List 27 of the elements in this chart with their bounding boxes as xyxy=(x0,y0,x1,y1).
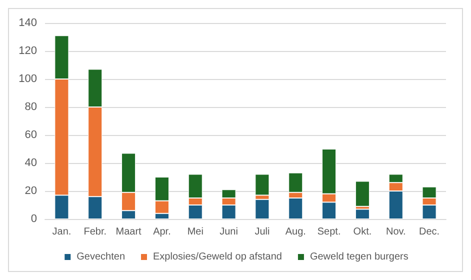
x-tick-label: Nov. xyxy=(386,226,406,238)
y-tick-label: 0 xyxy=(30,213,37,225)
x-tick-label: Apr. xyxy=(153,226,171,238)
y-tick-label: 120 xyxy=(18,45,37,57)
x-tick-label: Aug. xyxy=(285,226,306,238)
x-tick-label: Mei xyxy=(187,226,204,238)
x-tick-label: Juli xyxy=(254,226,270,238)
x-tick-label: Juni xyxy=(220,226,238,238)
bar xyxy=(255,174,270,196)
bar xyxy=(355,209,370,219)
x-tick-label: Febr. xyxy=(84,226,107,238)
bar xyxy=(355,181,370,206)
x-tick-label: Jan. xyxy=(52,226,72,238)
bar xyxy=(255,199,270,219)
y-tick-label: 40 xyxy=(24,157,37,169)
legend-label: Explosies/Geweld op afstand xyxy=(153,252,282,262)
x-tick-label: Dec. xyxy=(419,226,440,238)
y-tick-label: 100 xyxy=(18,73,37,85)
legend-label: Geweld tegen burgers xyxy=(310,252,408,262)
x-tick-label: Sept. xyxy=(317,226,341,238)
y-tick-label: 140 xyxy=(18,17,37,29)
x-tick-label: Okt. xyxy=(353,226,372,238)
y-tick-label: 60 xyxy=(24,129,37,141)
x-tick-label: Maart xyxy=(116,226,142,238)
y-tick-label: 20 xyxy=(24,185,37,197)
legend-label: Gevechten xyxy=(76,252,126,262)
y-tick-label: 80 xyxy=(24,101,37,113)
